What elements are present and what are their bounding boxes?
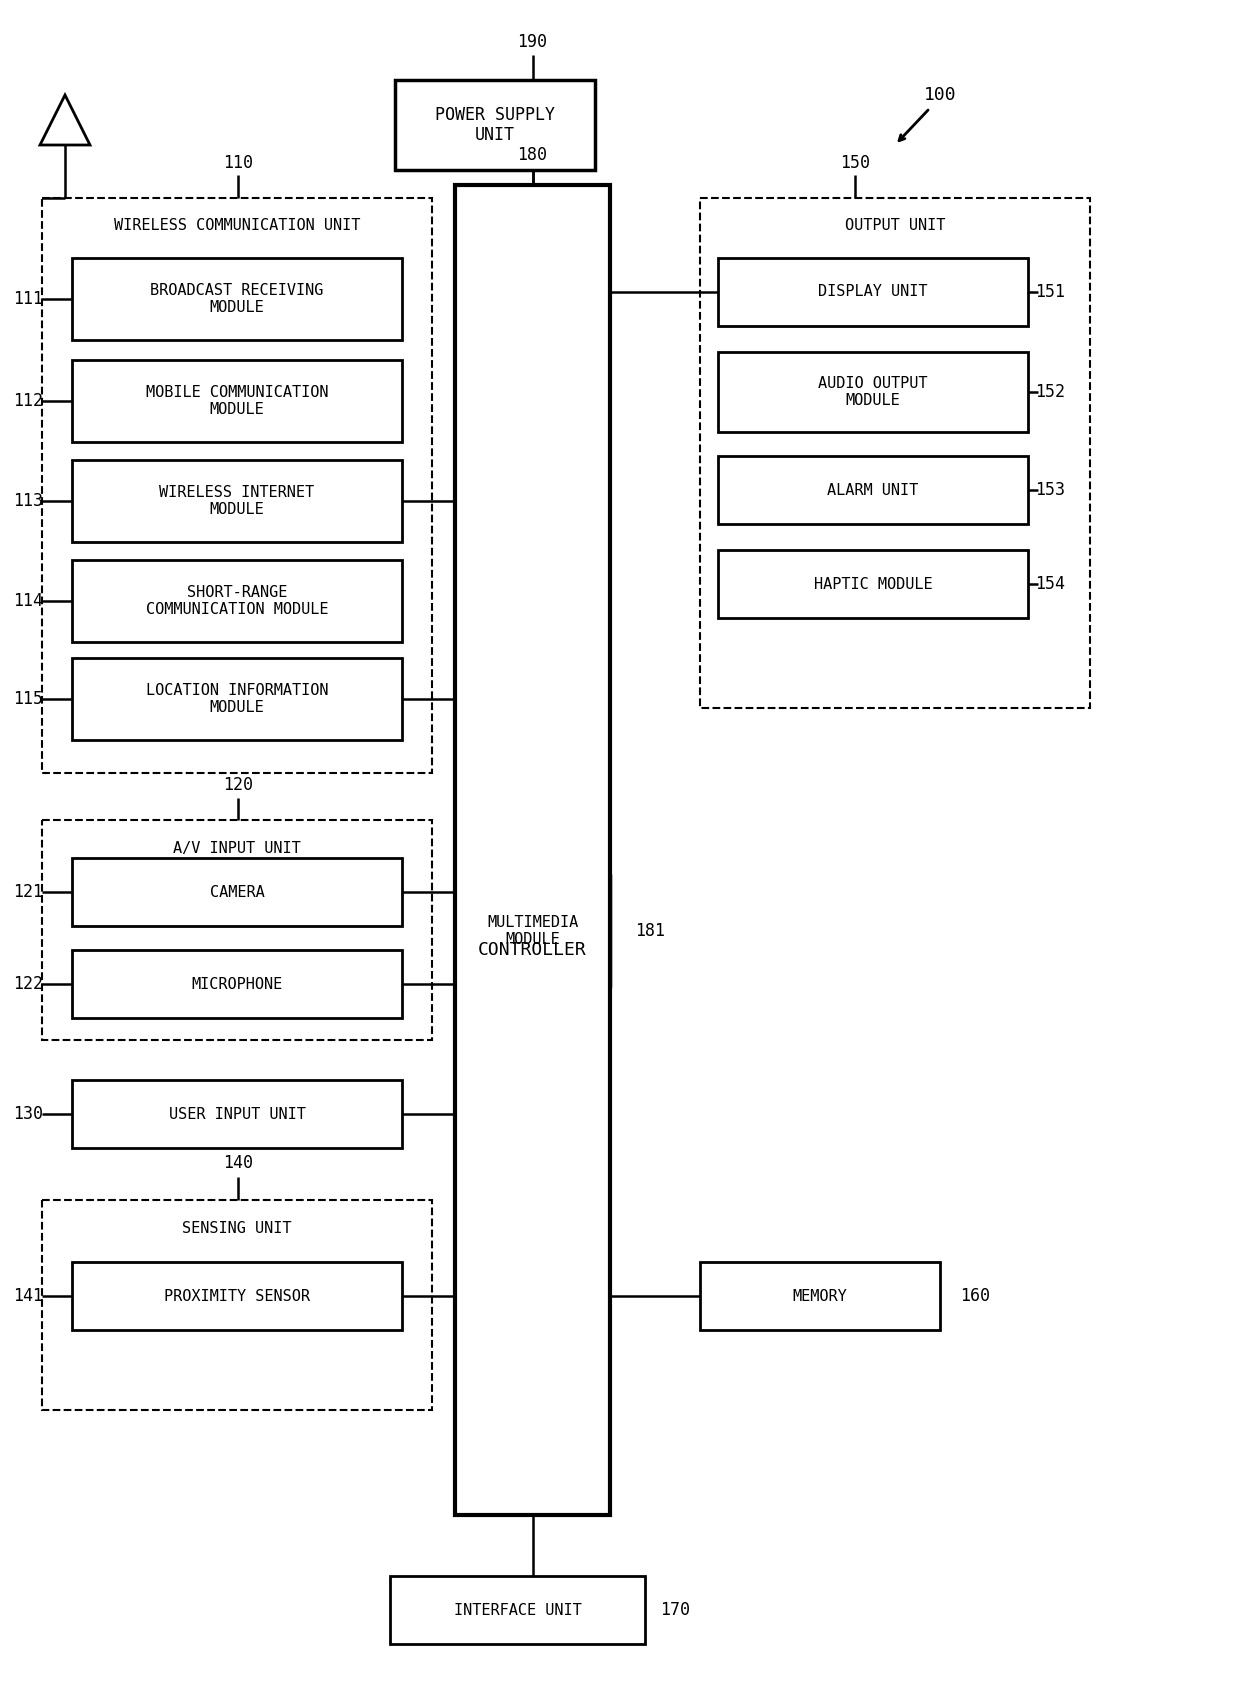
Text: 180: 180 xyxy=(517,146,548,163)
Text: CAMERA: CAMERA xyxy=(210,885,264,900)
Bar xyxy=(72,259,402,340)
Text: DISPLAY UNIT: DISPLAY UNIT xyxy=(818,284,928,299)
Bar xyxy=(718,456,1028,524)
Text: LOCATION INFORMATION
MODULE: LOCATION INFORMATION MODULE xyxy=(146,682,329,714)
Text: CONTROLLER: CONTROLLER xyxy=(479,941,587,959)
Text: 141: 141 xyxy=(12,1288,43,1305)
Bar xyxy=(72,857,402,925)
Bar xyxy=(72,560,402,641)
Bar xyxy=(455,876,610,987)
Text: 152: 152 xyxy=(1035,383,1065,401)
Text: MICROPHONE: MICROPHONE xyxy=(191,976,283,992)
Text: 181: 181 xyxy=(635,922,665,941)
Bar xyxy=(72,361,402,442)
Text: POWER SUPPLY
UNIT: POWER SUPPLY UNIT xyxy=(435,105,556,145)
Bar xyxy=(701,197,1090,708)
Text: WIRELESS COMMUNICATION UNIT: WIRELESS COMMUNICATION UNIT xyxy=(114,218,360,233)
Text: 100: 100 xyxy=(924,87,956,104)
Text: 110: 110 xyxy=(223,155,253,172)
Text: 153: 153 xyxy=(1035,481,1065,498)
Bar xyxy=(718,549,1028,617)
Text: 130: 130 xyxy=(12,1106,43,1123)
Text: SENSING UNIT: SENSING UNIT xyxy=(182,1221,291,1235)
Text: WIRELESS INTERNET
MODULE: WIRELESS INTERNET MODULE xyxy=(160,485,315,517)
Text: USER INPUT UNIT: USER INPUT UNIT xyxy=(169,1106,305,1121)
Text: 114: 114 xyxy=(12,592,43,611)
Bar xyxy=(391,1577,645,1643)
Text: 160: 160 xyxy=(960,1288,990,1305)
Text: PROXIMITY SENSOR: PROXIMITY SENSOR xyxy=(164,1288,310,1303)
Bar xyxy=(42,1199,432,1410)
Text: 115: 115 xyxy=(12,691,43,708)
Bar xyxy=(718,259,1028,327)
Text: 120: 120 xyxy=(223,776,253,794)
Bar xyxy=(701,1262,940,1330)
Bar xyxy=(72,1080,402,1148)
Text: 111: 111 xyxy=(12,289,43,308)
Text: OUTPUT UNIT: OUTPUT UNIT xyxy=(844,218,945,233)
Bar xyxy=(72,459,402,543)
Bar xyxy=(72,1262,402,1330)
Bar xyxy=(42,197,432,772)
Bar xyxy=(396,80,595,170)
Text: MEMORY: MEMORY xyxy=(792,1288,847,1303)
Text: 150: 150 xyxy=(839,155,870,172)
Text: 122: 122 xyxy=(12,975,43,993)
Text: 121: 121 xyxy=(12,883,43,902)
Bar xyxy=(42,820,432,1039)
Text: 113: 113 xyxy=(12,492,43,510)
Text: HAPTIC MODULE: HAPTIC MODULE xyxy=(813,577,932,592)
Text: 112: 112 xyxy=(12,391,43,410)
Text: 170: 170 xyxy=(660,1601,689,1619)
Text: MULTIMEDIA
MODULE: MULTIMEDIA MODULE xyxy=(487,915,578,947)
Bar xyxy=(72,658,402,740)
Bar xyxy=(72,949,402,1017)
Text: A/V INPUT UNIT: A/V INPUT UNIT xyxy=(174,840,301,856)
Text: 190: 190 xyxy=(517,32,548,51)
Text: ALARM UNIT: ALARM UNIT xyxy=(827,483,919,497)
Text: AUDIO OUTPUT
MODULE: AUDIO OUTPUT MODULE xyxy=(818,376,928,408)
Text: SHORT-RANGE
COMMUNICATION MODULE: SHORT-RANGE COMMUNICATION MODULE xyxy=(146,585,329,617)
Text: MOBILE COMMUNICATION
MODULE: MOBILE COMMUNICATION MODULE xyxy=(146,384,329,417)
Text: INTERFACE UNIT: INTERFACE UNIT xyxy=(454,1602,582,1618)
Text: 151: 151 xyxy=(1035,282,1065,301)
Text: BROADCAST RECEIVING
MODULE: BROADCAST RECEIVING MODULE xyxy=(150,282,324,315)
Bar xyxy=(455,185,610,1516)
Text: 140: 140 xyxy=(223,1153,253,1172)
Text: 154: 154 xyxy=(1035,575,1065,594)
Bar xyxy=(718,352,1028,432)
